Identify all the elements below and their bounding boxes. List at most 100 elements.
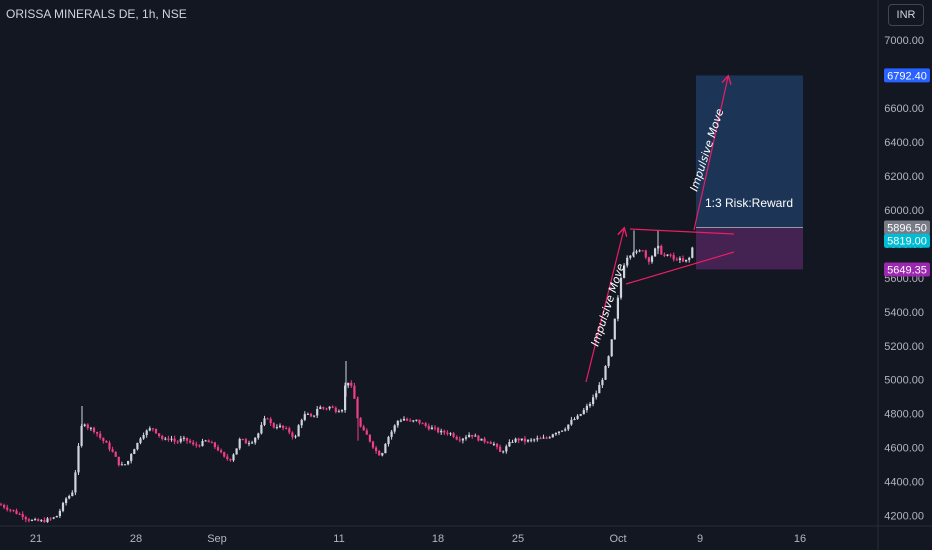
- candle-body: [158, 433, 161, 436]
- candle-body: [613, 318, 616, 340]
- y-tick-label: 5000.00: [884, 375, 924, 387]
- candle-body: [415, 419, 418, 421]
- triangle-upper-line: [629, 228, 735, 235]
- candle-body: [570, 419, 573, 425]
- candle-body: [641, 250, 644, 252]
- candle-body: [455, 436, 458, 440]
- currency-button[interactable]: INR: [888, 4, 924, 26]
- candle-body: [179, 438, 182, 442]
- candle-body: [65, 498, 68, 503]
- candle-body: [539, 438, 542, 440]
- candle-body: [536, 438, 539, 440]
- candle-body: [46, 518, 49, 523]
- candle-body: [213, 442, 216, 448]
- candle-body: [309, 413, 313, 417]
- x-tick-label: 16: [794, 533, 806, 545]
- candle-body: [564, 429, 567, 431]
- candle-body: [393, 425, 396, 432]
- candle-body: [117, 456, 120, 465]
- candle-body: [582, 410, 585, 415]
- candle-body: [195, 444, 198, 446]
- candle-body: [136, 442, 139, 450]
- impulse-arrow-2: [693, 77, 728, 231]
- x-tick-label: 25: [512, 533, 524, 545]
- candle-body: [285, 428, 288, 430]
- candle-body: [37, 519, 40, 522]
- candle-body: [688, 257, 691, 260]
- candle-body: [30, 520, 34, 521]
- candle-body: [433, 427, 437, 429]
- candle-body: [375, 447, 378, 452]
- candle-body: [127, 461, 130, 465]
- candle-body: [607, 356, 610, 366]
- candle-body: [644, 250, 647, 258]
- x-tick-label: Oct: [609, 533, 626, 545]
- price-label-box: [884, 68, 930, 83]
- candle-body: [303, 414, 306, 420]
- candle-body: [399, 420, 402, 422]
- candle-body: [542, 437, 545, 439]
- candle-body: [263, 418, 266, 425]
- triangle-lower-line: [625, 251, 735, 285]
- candle-body: [464, 437, 468, 439]
- candle-body: [601, 379, 604, 386]
- candle-body: [325, 408, 328, 410]
- candle-body: [77, 445, 80, 473]
- x-tick-label: 21: [30, 533, 42, 545]
- x-tick-label: 9: [697, 533, 703, 545]
- candle-body: [567, 424, 570, 430]
- y-tick-label: 6200.00: [884, 171, 924, 183]
- candle-body: [71, 492, 74, 496]
- candle-body: [340, 410, 344, 412]
- candle-body: [412, 420, 415, 422]
- candle-body: [402, 418, 406, 421]
- candle-body: [133, 449, 136, 454]
- candle-body: [18, 513, 21, 515]
- candle-body: [598, 385, 601, 394]
- candle-body: [182, 437, 185, 439]
- candle-body: [505, 446, 508, 452]
- candle-body: [520, 438, 523, 441]
- candle-body: [533, 439, 536, 441]
- y-tick-label: 4200.00: [884, 511, 924, 523]
- candle-body: [176, 441, 179, 443]
- candle-body: [275, 427, 278, 429]
- candle-body: [12, 509, 15, 511]
- candle-body: [192, 442, 195, 445]
- candle-body: [647, 257, 650, 262]
- candle-body: [344, 385, 347, 411]
- candle-body: [145, 430, 148, 435]
- candle-body: [21, 514, 24, 518]
- candle-body: [495, 443, 499, 447]
- candle-body: [486, 441, 489, 443]
- candle-body: [592, 397, 595, 404]
- candle-body: [235, 448, 238, 455]
- candle-body: [446, 432, 449, 434]
- y-tick-label: 6000.00: [884, 205, 924, 217]
- candle-body: [6, 507, 9, 510]
- candle-body: [635, 251, 638, 253]
- candle-body: [681, 258, 685, 262]
- candle-body: [471, 434, 474, 437]
- candle-body: [297, 425, 300, 437]
- candle-body: [331, 406, 334, 408]
- candle-body: [421, 423, 424, 425]
- candle-body: [300, 419, 303, 426]
- candle-body: [604, 366, 607, 380]
- candle-body: [526, 439, 530, 442]
- candle-body: [381, 453, 384, 456]
- candle-body: [449, 433, 452, 435]
- price-label-text: 5819.00: [887, 236, 927, 248]
- candle-body: [139, 438, 142, 443]
- candle-body: [108, 442, 111, 450]
- candle-body: [198, 445, 201, 447]
- candle-body: [663, 254, 666, 256]
- candle-body: [244, 439, 247, 444]
- candle-body: [430, 427, 433, 430]
- candle-body: [573, 419, 576, 420]
- candle-body: [260, 424, 263, 434]
- price-axis: 4200.00 4400.00 4600.00 4800.00 5000.00 5200.…: [884, 35, 924, 522]
- candle-body: [561, 430, 564, 432]
